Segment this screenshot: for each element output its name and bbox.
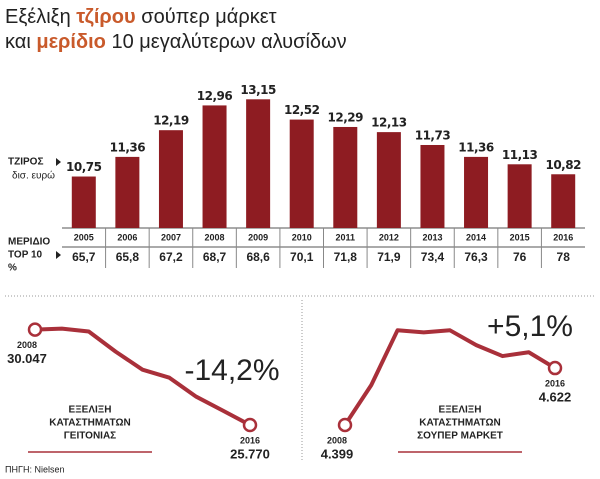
share-value: 73,4 <box>421 250 445 264</box>
source: ΠΗΓΗ: Nielsen <box>5 464 64 474</box>
share-value: 68,6 <box>246 250 270 264</box>
value-label: 11,36 <box>458 140 494 154</box>
line <box>34 326 251 427</box>
bar <box>551 174 576 228</box>
x-tick-label: 2009 <box>248 232 268 242</box>
marker <box>337 417 353 433</box>
x-tick-label: 2008 <box>205 232 225 242</box>
unit-label: δισ. ευρώ <box>12 170 55 182</box>
bar <box>289 119 314 228</box>
value-label: 30.047 <box>7 351 47 366</box>
x-tick-label: 2005 <box>74 232 94 242</box>
panel-label: ΕΞΕΛΙΞΗ <box>439 405 482 416</box>
value-label: 13,15 <box>240 83 276 97</box>
x-tick-label: 2015 <box>510 232 530 242</box>
x-tick-label: 2010 <box>292 232 312 242</box>
value-label: 11,73 <box>415 128 451 142</box>
title-part: μερίδιο <box>36 31 106 53</box>
share-value: 68,7 <box>203 250 227 264</box>
bar <box>420 144 445 228</box>
title-part: σούπερ μάρκετ <box>136 6 277 28</box>
x-tick-label: 2016 <box>553 232 573 242</box>
x-tick-label: 2006 <box>117 232 137 242</box>
share-label: % <box>8 263 17 274</box>
change-label: -14,2% <box>184 354 279 387</box>
bar <box>376 132 401 228</box>
pointer <box>56 251 61 259</box>
x-tick-label: 2007 <box>161 232 181 242</box>
bar <box>71 176 96 228</box>
marker <box>242 417 258 433</box>
value-label: 4.399 <box>321 446 354 461</box>
value-label: 25.770 <box>230 446 270 461</box>
value-label: 12,29 <box>328 110 364 124</box>
panel-label: ΚΑΤΑΣΤΗΜΑΤΩΝ <box>49 418 130 429</box>
marker <box>547 360 563 376</box>
panel-label: ΕΞΕΛΙΞΗ <box>69 405 112 416</box>
year-label: 2008 <box>17 340 37 350</box>
change-label: +5,1% <box>487 310 573 343</box>
share-value: 65,7 <box>72 250 96 264</box>
line <box>343 328 557 427</box>
bar <box>464 156 489 228</box>
share-value: 70,1 <box>290 250 314 264</box>
pointer <box>56 158 61 166</box>
bar <box>333 126 358 228</box>
title-part: Εξέλιξη <box>5 6 76 28</box>
share-value: 67,2 <box>159 250 183 264</box>
x-tick-label: 2011 <box>336 232 356 242</box>
share-label: TOP 10 <box>8 250 43 261</box>
title: Εξέλιξη τζίρου σούπερ μάρκετ <box>5 6 277 28</box>
title: και μερίδιο 10 μεγαλύτερων αλυσίδων <box>5 31 347 53</box>
share-value: 71,9 <box>377 250 401 264</box>
x-tick-label: 2012 <box>379 232 399 242</box>
value-label: 12,13 <box>371 116 407 130</box>
title-part: τζίρου <box>76 6 135 28</box>
share-value: 76,3 <box>464 250 488 264</box>
panel-label: ΣΟΥΠΕΡ ΜΑΡΚΕΤ <box>417 431 503 442</box>
value-label: 10,82 <box>545 158 581 172</box>
value-label: 12,96 <box>197 89 233 103</box>
bar <box>246 99 271 228</box>
value-label: 12,52 <box>284 103 320 117</box>
value-label: 12,19 <box>153 114 189 128</box>
bar <box>507 164 532 228</box>
panel-label: ΚΑΤΑΣΤΗΜΑΤΩΝ <box>419 418 500 429</box>
value-label: 10,75 <box>66 160 102 174</box>
value-label: 11,36 <box>110 140 146 154</box>
year-label: 2016 <box>545 378 565 388</box>
series-label: ΤΖΙΡΟΣ <box>8 157 43 168</box>
share-value: 78 <box>557 250 571 264</box>
marker <box>27 322 43 337</box>
bar <box>115 156 140 228</box>
year-label: 2008 <box>327 435 347 445</box>
value-label: 4.622 <box>539 389 572 404</box>
title-part: και <box>5 31 36 53</box>
title-part: 10 μεγαλύτερων αλυσίδων <box>106 31 347 53</box>
share-value: 65,8 <box>116 250 140 264</box>
panel-label: ΓΕΙΤΟΝΙΑΣ <box>64 431 116 442</box>
value-label: 11,13 <box>502 148 538 162</box>
x-tick-label: 2013 <box>422 232 442 242</box>
bar <box>158 130 183 228</box>
share-label: ΜΕΡΙΔΙΟ <box>8 237 50 248</box>
share-value: 76 <box>513 250 527 264</box>
year-label: 2016 <box>240 435 260 445</box>
x-tick-label: 2014 <box>466 232 486 242</box>
bar <box>202 105 227 228</box>
share-value: 71,8 <box>334 250 358 264</box>
